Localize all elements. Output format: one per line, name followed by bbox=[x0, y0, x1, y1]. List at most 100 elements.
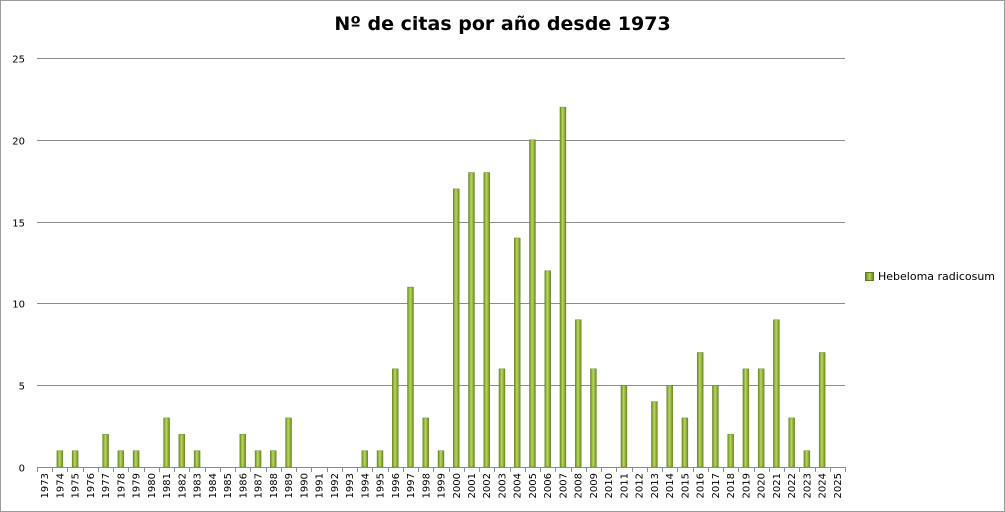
x-axis bbox=[37, 467, 846, 472]
bar-1983 bbox=[193, 450, 201, 468]
x-tick-label: 2014 bbox=[665, 473, 676, 498]
x-tick-label: 2017 bbox=[711, 473, 722, 498]
x-tick-label: 1991 bbox=[315, 473, 326, 498]
x-tick-label: 2011 bbox=[619, 473, 630, 498]
legend: Hebeloma radicosum bbox=[865, 270, 995, 283]
y-tick-label: 25 bbox=[12, 55, 25, 66]
x-tick-label: 2002 bbox=[482, 473, 493, 498]
x-tick-label: 1997 bbox=[406, 473, 417, 498]
x-tick-label: 2004 bbox=[513, 473, 524, 498]
bar-1989 bbox=[285, 417, 292, 468]
y-axis-ticks: 0 5 10 15 20 25 bbox=[12, 55, 25, 475]
bar-2013 bbox=[651, 401, 658, 468]
bar-1975 bbox=[71, 450, 79, 468]
bar-1979 bbox=[132, 450, 140, 468]
x-tick-label: 1980 bbox=[147, 473, 158, 498]
x-tick-label: 1973 bbox=[40, 473, 51, 498]
bar-2015 bbox=[681, 417, 689, 468]
chart-title: Nº de citas por año desde 1973 bbox=[334, 13, 671, 35]
bar-1997 bbox=[407, 286, 414, 468]
bar-2005 bbox=[529, 139, 536, 468]
bar-2008 bbox=[575, 319, 582, 468]
x-tick-label: 1988 bbox=[269, 473, 280, 498]
x-axis-ticks: 1973 1974 1975 1976 1977 1978 1979 1980 1981 1982… bbox=[40, 473, 844, 498]
bar-1987 bbox=[254, 450, 262, 468]
bar-2023 bbox=[803, 450, 811, 468]
x-tick-label: 1996 bbox=[391, 473, 402, 498]
bar-1977 bbox=[102, 434, 109, 468]
y-tick-label: 0 bbox=[19, 464, 25, 475]
x-tick-label: 2022 bbox=[787, 473, 798, 498]
bar-1988 bbox=[270, 450, 277, 468]
x-tick-label: 1994 bbox=[360, 473, 371, 498]
x-tick-label: 2006 bbox=[543, 473, 554, 498]
bar-2004 bbox=[514, 237, 521, 468]
x-tick-label: 1983 bbox=[193, 473, 204, 498]
x-tick-label: 1977 bbox=[101, 473, 112, 498]
x-tick-label: 1998 bbox=[421, 473, 432, 498]
x-tick-label: 2003 bbox=[497, 473, 508, 498]
bars bbox=[56, 106, 826, 468]
x-tick-label: 1978 bbox=[116, 473, 127, 498]
x-tick-label: 1995 bbox=[376, 473, 387, 498]
bar-2021 bbox=[773, 319, 780, 468]
bar-2011 bbox=[620, 385, 628, 468]
bar-2003 bbox=[498, 368, 506, 468]
x-tick-label: 2015 bbox=[680, 473, 691, 498]
bar-1998 bbox=[422, 417, 429, 468]
x-tick-label: 1984 bbox=[208, 473, 219, 498]
x-tick-label: 1982 bbox=[177, 473, 188, 498]
bar-1996 bbox=[392, 368, 399, 468]
bar-2014 bbox=[666, 385, 673, 468]
legend-label: Hebeloma radicosum bbox=[878, 270, 996, 283]
bar-1981 bbox=[163, 417, 170, 468]
x-tick-label: 1990 bbox=[299, 473, 310, 498]
bar-1986 bbox=[239, 434, 247, 468]
x-tick-label: 1981 bbox=[162, 473, 173, 498]
bar-2022 bbox=[788, 417, 795, 468]
bar-2018 bbox=[727, 434, 734, 468]
bar-2000 bbox=[453, 188, 460, 468]
x-tick-label: 1974 bbox=[55, 473, 66, 498]
bar-1978 bbox=[117, 450, 125, 468]
bar-2006 bbox=[544, 270, 551, 468]
x-tick-label: 2000 bbox=[452, 473, 463, 498]
bar-2024 bbox=[818, 352, 826, 468]
x-tick-label: 2025 bbox=[833, 473, 844, 498]
x-tick-label: 2018 bbox=[726, 473, 737, 498]
y-tick-label: 15 bbox=[12, 219, 25, 230]
y-tick-label: 20 bbox=[12, 137, 25, 148]
bar-1995 bbox=[376, 450, 384, 468]
x-tick-label: 2008 bbox=[574, 473, 585, 498]
bar-1999 bbox=[437, 450, 445, 468]
bar-1974 bbox=[56, 450, 64, 468]
bar-2001 bbox=[468, 172, 475, 468]
bar-2002 bbox=[483, 172, 490, 468]
x-tick-label: 2020 bbox=[757, 473, 768, 498]
x-tick-label: 2012 bbox=[635, 473, 646, 498]
bar-1982 bbox=[178, 434, 186, 468]
x-tick-label: 1999 bbox=[437, 473, 448, 498]
bar-2009 bbox=[590, 368, 597, 468]
bar-2007 bbox=[559, 106, 567, 468]
x-tick-label: 1986 bbox=[238, 473, 249, 498]
x-tick-label: 2001 bbox=[467, 473, 478, 498]
x-tick-label: 1985 bbox=[223, 473, 234, 498]
x-tick-label: 2021 bbox=[772, 473, 783, 498]
x-tick-label: 1979 bbox=[132, 473, 143, 498]
x-tick-label: 1992 bbox=[330, 473, 341, 498]
x-tick-label: 2013 bbox=[650, 473, 661, 498]
bar-1994 bbox=[361, 450, 368, 468]
x-tick-label: 1989 bbox=[284, 473, 295, 498]
x-tick-label: 2016 bbox=[696, 473, 707, 498]
y-tick-label: 10 bbox=[12, 300, 25, 311]
x-tick-label: 2007 bbox=[558, 473, 569, 498]
bar-2017 bbox=[712, 385, 719, 468]
x-tick-label: 1976 bbox=[86, 473, 97, 498]
x-tick-label: 2009 bbox=[589, 473, 600, 498]
x-tick-label: 2019 bbox=[741, 473, 752, 498]
legend-swatch bbox=[865, 272, 874, 281]
x-tick-label: 2010 bbox=[604, 473, 615, 498]
